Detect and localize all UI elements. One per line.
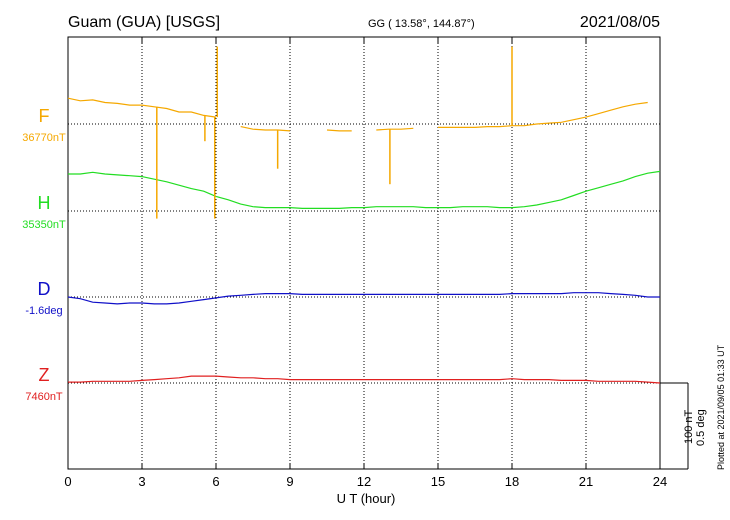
x-tick-label: 15 — [431, 474, 445, 489]
series-value-h: 35350nT — [22, 219, 66, 231]
grid — [68, 37, 660, 469]
series-name-f: F — [39, 106, 50, 126]
x-tick-label: 18 — [505, 474, 519, 489]
series-labels: F 36770nT H 35350nT D -1.6deg Z 7460nT — [22, 106, 66, 403]
trace-h — [68, 170, 661, 209]
x-ticks: 0 3 6 9 12 15 18 21 24 — [64, 37, 667, 489]
series-name-h: H — [38, 193, 51, 213]
date-label: 2021/08/05 — [580, 14, 660, 31]
x-tick-label: 0 — [64, 474, 71, 489]
scale-deg-label: 0.5 deg — [695, 409, 707, 446]
x-tick-label: 9 — [286, 474, 293, 489]
trace-z — [68, 375, 661, 384]
x-tick-label: 6 — [212, 474, 219, 489]
scale-nt-label: 100 nT — [683, 409, 695, 444]
x-axis-label: U T (hour) — [337, 491, 396, 506]
plotted-note: Plotted at 2021/09/05 01:33 UT — [716, 344, 726, 470]
series-value-z: 7460nT — [25, 391, 63, 403]
x-tick-label: 21 — [579, 474, 593, 489]
series-value-d: -1.6deg — [25, 305, 62, 317]
coords-label: GG ( 13.58°, 144.87°) — [368, 18, 475, 30]
x-tick-label: 3 — [138, 474, 145, 489]
series-name-d: D — [38, 279, 51, 299]
traces — [67, 46, 661, 384]
station-title: Guam (GUA) [USGS] — [68, 14, 220, 31]
trace-d — [67, 292, 660, 305]
series-name-z: Z — [39, 365, 50, 385]
series-value-f: 36770nT — [22, 132, 66, 144]
x-tick-label: 12 — [357, 474, 371, 489]
trace-f — [67, 97, 648, 132]
x-tick-label: 24 — [653, 474, 667, 489]
scale-bar: 100 nT 0.5 deg — [660, 382, 707, 470]
